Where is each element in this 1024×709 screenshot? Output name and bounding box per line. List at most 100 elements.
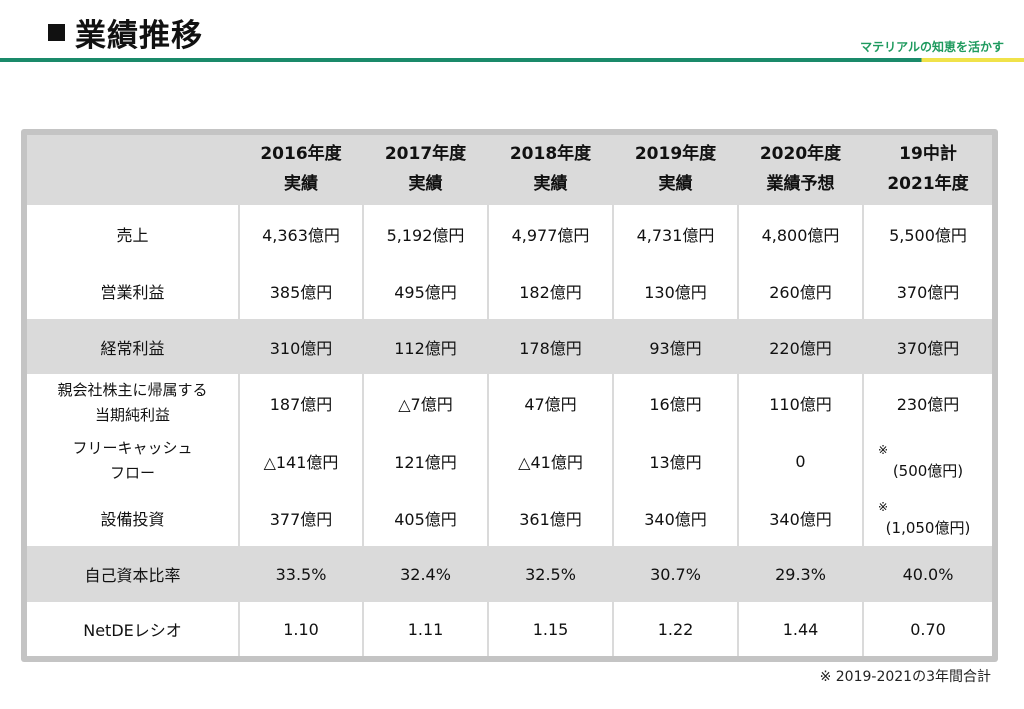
table-cell: 178億円 bbox=[489, 319, 612, 374]
table-cell: 260億円 bbox=[739, 263, 862, 319]
header-col-kind: 実績 bbox=[533, 173, 568, 194]
performance-table: 2016年度 実績 2017年度 実績 2018年度 実績 2019年度 実績 … bbox=[27, 135, 992, 656]
cell-value: 340億円 bbox=[769, 510, 832, 529]
cell-value: 32.4% bbox=[400, 564, 451, 584]
header-corner-cell bbox=[27, 135, 238, 202]
cell-value: (1,050億円) bbox=[885, 519, 971, 537]
cell-value: △141億円 bbox=[263, 453, 339, 472]
table-cell: 112億円 bbox=[364, 319, 487, 374]
table-cell: 29.3% bbox=[739, 546, 862, 602]
row-label-text: NetDEレシオ bbox=[83, 621, 182, 640]
table-cell: 495億円 bbox=[364, 263, 487, 319]
cell-value: 220億円 bbox=[769, 338, 832, 358]
cell-value: 0 bbox=[795, 451, 806, 471]
cell-value: 1.15 bbox=[532, 619, 569, 639]
row-label-line: 親会社株主に帰属する bbox=[57, 381, 208, 399]
table-cell: 385億円 bbox=[240, 263, 362, 319]
header-col-year: 2018年度 bbox=[509, 143, 592, 164]
cell-value: 32.5% bbox=[525, 564, 576, 584]
row-label: 親会社株主に帰属する 当期純利益 bbox=[27, 374, 238, 432]
table-cell: 340億円 bbox=[739, 490, 862, 546]
table-cell: 32.4% bbox=[364, 546, 487, 602]
header-col-plan-2021: 19中計 2021年度 bbox=[864, 135, 992, 202]
row-label: フリーキャッシュ フロー bbox=[27, 432, 238, 490]
cell-value: 1.10 bbox=[283, 619, 319, 639]
header-col-2016: 2016年度 実績 bbox=[240, 135, 362, 202]
cell-value: 230億円 bbox=[896, 395, 960, 414]
cell-value: 405億円 bbox=[394, 510, 457, 529]
cell-value: 310億円 bbox=[269, 338, 333, 358]
cell-value: 47億円 bbox=[524, 395, 577, 414]
table-cell: 1.44 bbox=[739, 602, 862, 656]
header-col-2019: 2019年度 実績 bbox=[614, 135, 737, 202]
cell-value: 110億円 bbox=[769, 395, 832, 414]
cell-value: 370億円 bbox=[896, 283, 960, 302]
table-cell: 5,500億円 bbox=[864, 205, 992, 263]
table-cell: 340億円 bbox=[614, 490, 737, 546]
row-label: 営業利益 bbox=[27, 263, 238, 319]
row-label: 設備投資 bbox=[27, 490, 238, 546]
table-cell: 130億円 bbox=[614, 263, 737, 319]
cell-value: 495億円 bbox=[394, 283, 457, 302]
cell-value: △41億円 bbox=[518, 453, 583, 472]
row-label-text: 経常利益 bbox=[100, 338, 165, 358]
table-cell: ※ (1,050億円) bbox=[864, 490, 992, 546]
table-cell: 230億円 bbox=[864, 374, 992, 432]
header-col-year: 2016年度 bbox=[260, 143, 342, 164]
cell-value: 0.70 bbox=[910, 619, 946, 639]
header-col-2017: 2017年度 実績 bbox=[364, 135, 487, 202]
header-col-2018: 2018年度 実績 bbox=[489, 135, 612, 202]
row-label: 自己資本比率 bbox=[27, 546, 238, 602]
cell-value: 4,731億円 bbox=[636, 226, 715, 245]
cell-value: 40.0% bbox=[902, 564, 954, 584]
cell-value: 4,800億円 bbox=[761, 226, 840, 245]
cell-value: △7億円 bbox=[398, 395, 453, 414]
title-row: 業績推移 bbox=[48, 8, 203, 56]
table-cell: 110億円 bbox=[739, 374, 862, 432]
table-cell: 0 bbox=[739, 432, 862, 490]
cell-value: 5,192億円 bbox=[386, 226, 465, 245]
title-square-icon bbox=[48, 23, 65, 41]
cell-value: 93億円 bbox=[649, 338, 702, 358]
cell-value: 187億円 bbox=[269, 395, 333, 414]
table-cell: 370億円 bbox=[864, 263, 992, 319]
table-cell: 13億円 bbox=[614, 432, 737, 490]
header-col-2020: 2020年度 業績予想 bbox=[739, 135, 862, 202]
cell-value: 33.5% bbox=[275, 564, 327, 584]
cell-value: 30.7% bbox=[650, 564, 701, 584]
cell-value: 340億円 bbox=[644, 510, 707, 529]
table-cell: 32.5% bbox=[489, 546, 612, 602]
cell-value: 1.22 bbox=[657, 619, 694, 639]
row-label-text: 自己資本比率 bbox=[84, 566, 181, 585]
table-cell: 93億円 bbox=[614, 319, 737, 374]
row-label-text: 設備投資 bbox=[100, 510, 165, 529]
row-label: 経常利益 bbox=[27, 319, 238, 374]
table-cell: 47億円 bbox=[489, 374, 612, 432]
cell-value: 260億円 bbox=[769, 283, 832, 302]
cell-value: (500億円) bbox=[892, 462, 964, 480]
cell-value: 4,363億円 bbox=[262, 226, 340, 245]
header-col-kind: 実績 bbox=[284, 173, 318, 194]
cell-value: 29.3% bbox=[775, 564, 826, 584]
cell-value: 178億円 bbox=[519, 338, 582, 358]
table-cell: 4,977億円 bbox=[489, 205, 612, 263]
note-mark: ※ bbox=[878, 443, 889, 457]
cell-value: 5,500億円 bbox=[889, 226, 967, 245]
note-mark: ※ bbox=[878, 500, 889, 514]
cell-value: 1.44 bbox=[782, 619, 819, 639]
cell-value: 16億円 bbox=[649, 395, 702, 414]
cell-value: 121億円 bbox=[394, 453, 457, 472]
page-title: 業績推移 bbox=[75, 17, 203, 54]
row-label: NetDEレシオ bbox=[27, 602, 238, 656]
table-cell: 377億円 bbox=[240, 490, 362, 546]
table-cell: 0.70 bbox=[864, 602, 992, 656]
header-rule bbox=[0, 58, 1024, 62]
table-cell: △141億円 bbox=[240, 432, 362, 490]
table-cell: 182億円 bbox=[489, 263, 612, 319]
table-cell: 4,363億円 bbox=[240, 205, 362, 263]
header-col-year: 2020年度 bbox=[759, 143, 842, 164]
table-cell: 1.15 bbox=[489, 602, 612, 656]
table-cell: 30.7% bbox=[614, 546, 737, 602]
cell-value: 1.11 bbox=[407, 619, 444, 639]
cell-value: 112億円 bbox=[394, 338, 457, 358]
